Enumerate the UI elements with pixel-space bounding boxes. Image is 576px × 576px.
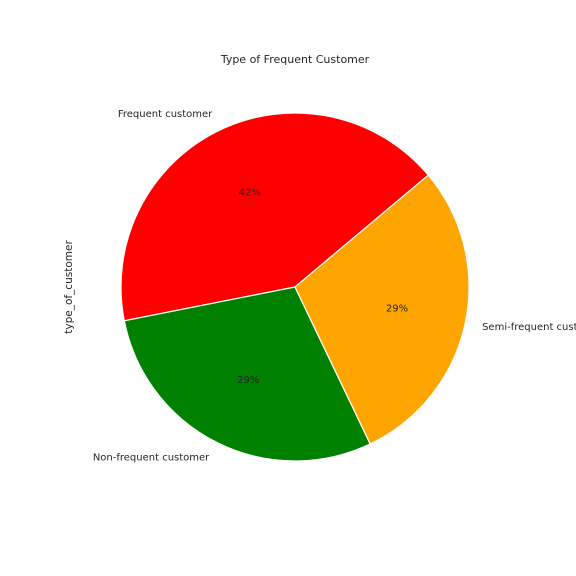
pie-slice-semi-frequent-customer (294, 174, 470, 445)
category-label-frequent-customer: Frequent customer (118, 109, 213, 120)
pie-slices (120, 112, 470, 462)
pct-label-semi-frequent-customer: 29% (386, 304, 408, 315)
pct-label-non-frequent-customer: 29% (237, 375, 259, 386)
pct-label-frequent-customer: 42% (239, 187, 261, 198)
pie-labels: 42% Frequent customer 29% Non-frequent cust… (93, 109, 576, 464)
category-label-non-frequent-customer: Non-frequent customer (93, 453, 210, 464)
chart-title: Type of Frequent Customer (220, 53, 370, 66)
pie-slice-frequent-customer (120, 112, 430, 322)
y-axis-label: type_of_customer (63, 240, 75, 334)
category-label-semi-frequent-customer: Semi-frequent customer (482, 322, 576, 333)
pie-slice-non-frequent-customer (123, 286, 371, 462)
